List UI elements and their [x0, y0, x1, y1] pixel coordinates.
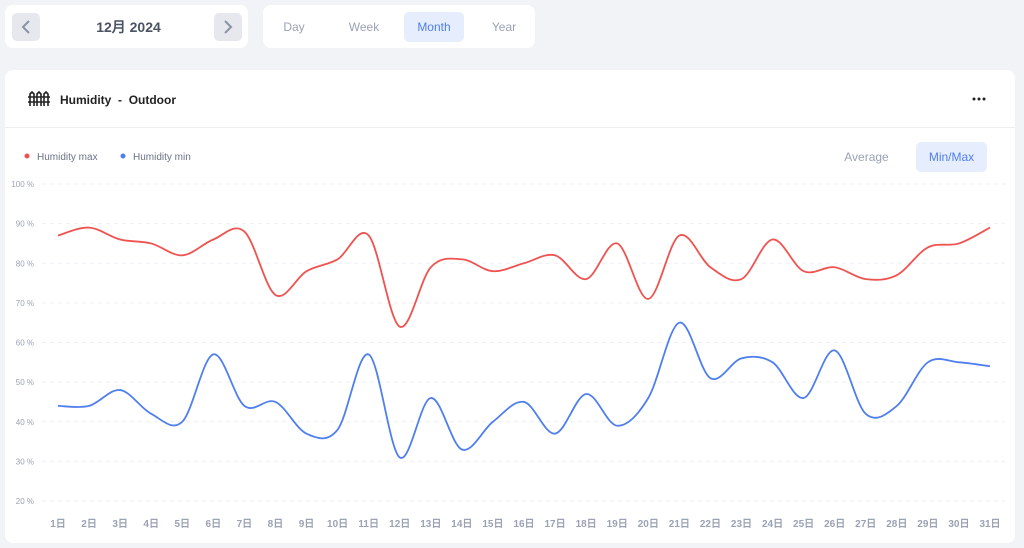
- x-tick-label: 23日: [731, 518, 752, 530]
- x-tick-label: 6日: [206, 518, 222, 530]
- x-tick-label: 17日: [545, 518, 566, 530]
- x-tick-label: 31日: [979, 518, 1000, 530]
- legend-label: Humidity min: [133, 152, 191, 163]
- x-tick-label: 4日: [143, 518, 159, 530]
- line-series: [57, 321, 991, 459]
- x-tick-label: 14日: [451, 518, 472, 530]
- x-tick-label: 5日: [174, 518, 190, 530]
- date-nav: 12月 2024: [5, 5, 248, 48]
- x-tick-label: 28日: [886, 518, 907, 530]
- card-title: Humidity - Outdoor: [60, 93, 176, 107]
- x-tick-label: 8日: [268, 518, 284, 530]
- x-tick-label: 30日: [948, 518, 969, 530]
- x-tick-label: 19日: [607, 518, 628, 530]
- legend-label: Humidity max: [37, 152, 98, 163]
- x-tick-label: 1日: [50, 518, 66, 530]
- range-tab[interactable]: Week: [348, 20, 380, 34]
- x-tick-label: 20日: [638, 518, 659, 530]
- separator: -: [118, 93, 123, 107]
- x-tick-label: 15日: [482, 518, 503, 530]
- x-tick-label: 27日: [855, 518, 876, 530]
- x-tick-label: 21日: [669, 518, 690, 530]
- y-tick-label: 20 %: [16, 497, 34, 506]
- menu-button[interactable]: [971, 94, 987, 104]
- view-option[interactable]: Average: [844, 150, 889, 164]
- divider: [5, 127, 1015, 128]
- x-tick-label: 25日: [793, 518, 814, 530]
- y-tick-label: 80 %: [16, 259, 34, 268]
- legend-marker: [24, 153, 30, 159]
- y-tick-label: 100 %: [11, 180, 34, 189]
- next-button[interactable]: [214, 13, 242, 41]
- x-tick-label: 7日: [237, 518, 253, 530]
- title: Humidity: [60, 93, 112, 107]
- line-series: [57, 226, 991, 328]
- y-tick-label: 40 %: [16, 418, 34, 427]
- y-tick-label: 90 %: [16, 220, 34, 229]
- x-tick-label: 11日: [358, 518, 379, 530]
- range-tab[interactable]: Month: [404, 12, 464, 42]
- x-tick-label: 29日: [917, 518, 938, 530]
- x-tick-label: 12日: [389, 518, 410, 530]
- range-tab[interactable]: Year: [491, 20, 517, 34]
- card: Humidity - Outdoor Average Min/Max: [5, 70, 1015, 543]
- x-tick-label: 3日: [112, 518, 128, 530]
- x-tick-label: 24日: [762, 518, 783, 530]
- x-tick-label: 2日: [81, 518, 97, 530]
- view-option[interactable]: Min/Max: [916, 142, 987, 172]
- y-tick-label: 60 %: [16, 339, 34, 348]
- y-tick-label: 70 %: [16, 299, 34, 308]
- range-tab[interactable]: Day: [283, 20, 305, 34]
- subtitle: Outdoor: [128, 93, 177, 107]
- y-tick-label: 50 %: [16, 378, 34, 387]
- fence-icon: [28, 90, 50, 106]
- legend-marker: [120, 153, 126, 159]
- x-tick-label: 26日: [824, 518, 845, 530]
- x-tick-label: 10日: [327, 518, 348, 530]
- x-tick-label: 18日: [576, 518, 597, 530]
- x-tick-label: 13日: [420, 518, 441, 530]
- y-tick-label: 30 %: [16, 457, 34, 466]
- x-tick-label: 22日: [700, 518, 721, 530]
- prev-button[interactable]: [12, 13, 40, 41]
- date-label: 12月 2024: [96, 19, 161, 35]
- x-tick-label: 9日: [299, 518, 315, 530]
- range-tabs: Day Week Month Year: [263, 5, 535, 48]
- x-tick-label: 16日: [513, 518, 534, 530]
